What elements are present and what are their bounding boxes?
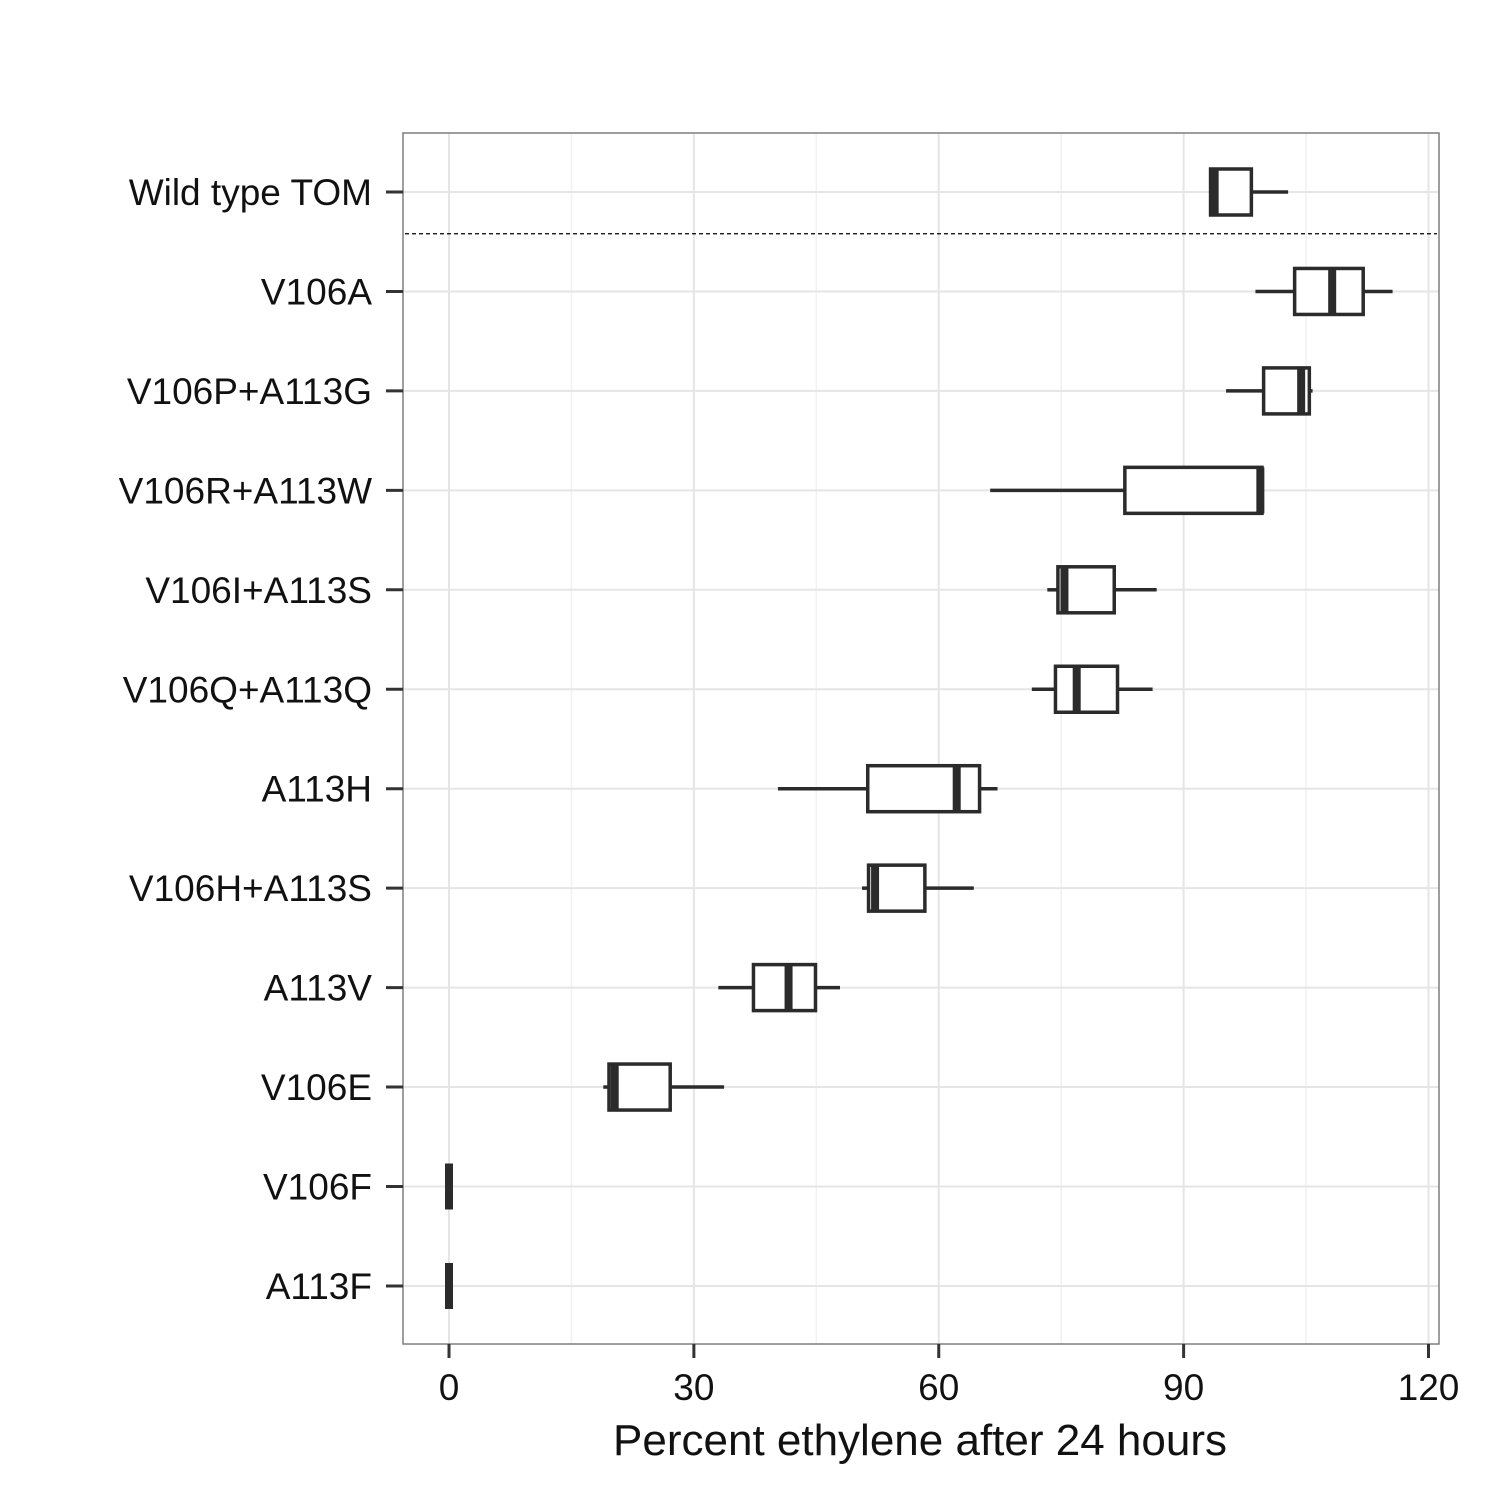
x-axis-title: Percent ethylene after 24 hours bbox=[613, 1416, 1227, 1465]
y-tick-label: V106R+A113W bbox=[119, 470, 372, 511]
y-tick-label: V106F bbox=[263, 1167, 372, 1208]
box-iqr bbox=[1123, 465, 1264, 516]
y-tick-label: A113V bbox=[264, 968, 373, 1009]
y-tick-label: V106I+A113S bbox=[145, 570, 372, 611]
box-item bbox=[862, 863, 974, 913]
y-tick-label: V106P+A113G bbox=[127, 371, 372, 412]
box-layer bbox=[445, 167, 1393, 1309]
y-tick-label: V106Q+A113Q bbox=[123, 669, 372, 710]
box-item bbox=[1226, 366, 1313, 416]
y-tick-label: A113H bbox=[262, 769, 372, 810]
y-axis: Wild type TOM V106A V106P+A113G V106R+A113W… bbox=[119, 172, 403, 1307]
box-item bbox=[777, 763, 998, 814]
x-tick-label: 0 bbox=[439, 1367, 460, 1408]
box-iqr bbox=[607, 1062, 672, 1112]
box-item bbox=[718, 962, 840, 1013]
y-tick-label: Wild type TOM bbox=[129, 172, 372, 213]
x-tick-label: 30 bbox=[673, 1367, 714, 1408]
box-item bbox=[603, 1062, 725, 1112]
box-item bbox=[1031, 664, 1153, 714]
y-tick-label: A113F bbox=[266, 1266, 372, 1307]
box-item bbox=[1255, 266, 1393, 317]
box-item bbox=[990, 465, 1265, 516]
y-tick-label: V106H+A113S bbox=[129, 868, 372, 909]
box-iqr bbox=[1053, 664, 1120, 714]
x-tick-label: 60 bbox=[918, 1367, 959, 1408]
x-tick-label: 90 bbox=[1163, 1367, 1204, 1408]
box-iqr bbox=[865, 763, 982, 814]
panel-border bbox=[402, 132, 1440, 1345]
grid-layer bbox=[403, 133, 1439, 1344]
box-item bbox=[1208, 167, 1289, 217]
box-iqr bbox=[751, 962, 818, 1013]
y-tick-label: V106A bbox=[261, 271, 372, 312]
x-tick-label: 120 bbox=[1398, 1367, 1460, 1408]
x-axis: 0 30 60 90 120 bbox=[439, 1344, 1460, 1408]
box-item bbox=[1047, 565, 1157, 615]
y-tick-label: V106E bbox=[261, 1067, 372, 1108]
